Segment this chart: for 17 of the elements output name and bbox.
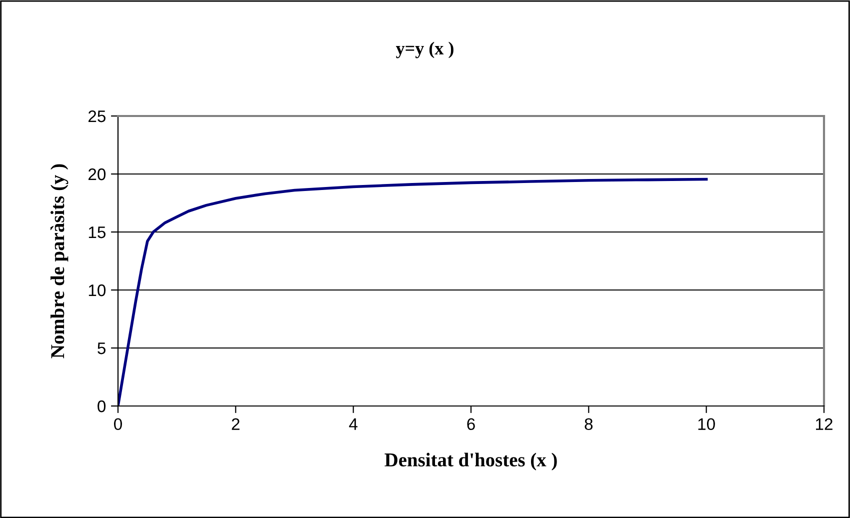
- line-series: [118, 178, 708, 406]
- y-tick-label: 25: [88, 110, 106, 122]
- y-tick-label: 5: [98, 342, 106, 354]
- y-tick-label: 15: [88, 226, 106, 238]
- x-tick-label: 0: [114, 418, 122, 430]
- x-tick-label: 10: [698, 418, 715, 430]
- x-tick-label: 4: [349, 418, 358, 430]
- y-tick-label: 20: [88, 168, 106, 180]
- x-tick-label: 2: [232, 418, 240, 430]
- y-axis-title: Nombre de paràsits (y ): [50, 164, 68, 358]
- x-tick-label: 12: [816, 418, 832, 430]
- x-tick-label: 8: [584, 418, 593, 430]
- chart-title: y=y (x ): [396, 42, 454, 58]
- y-tick-label: 0: [98, 400, 106, 412]
- y-tick-label: 10: [88, 284, 106, 296]
- x-tick-label: 6: [467, 418, 475, 430]
- x-axis-title: Densitat d'hostes (x ): [384, 452, 557, 470]
